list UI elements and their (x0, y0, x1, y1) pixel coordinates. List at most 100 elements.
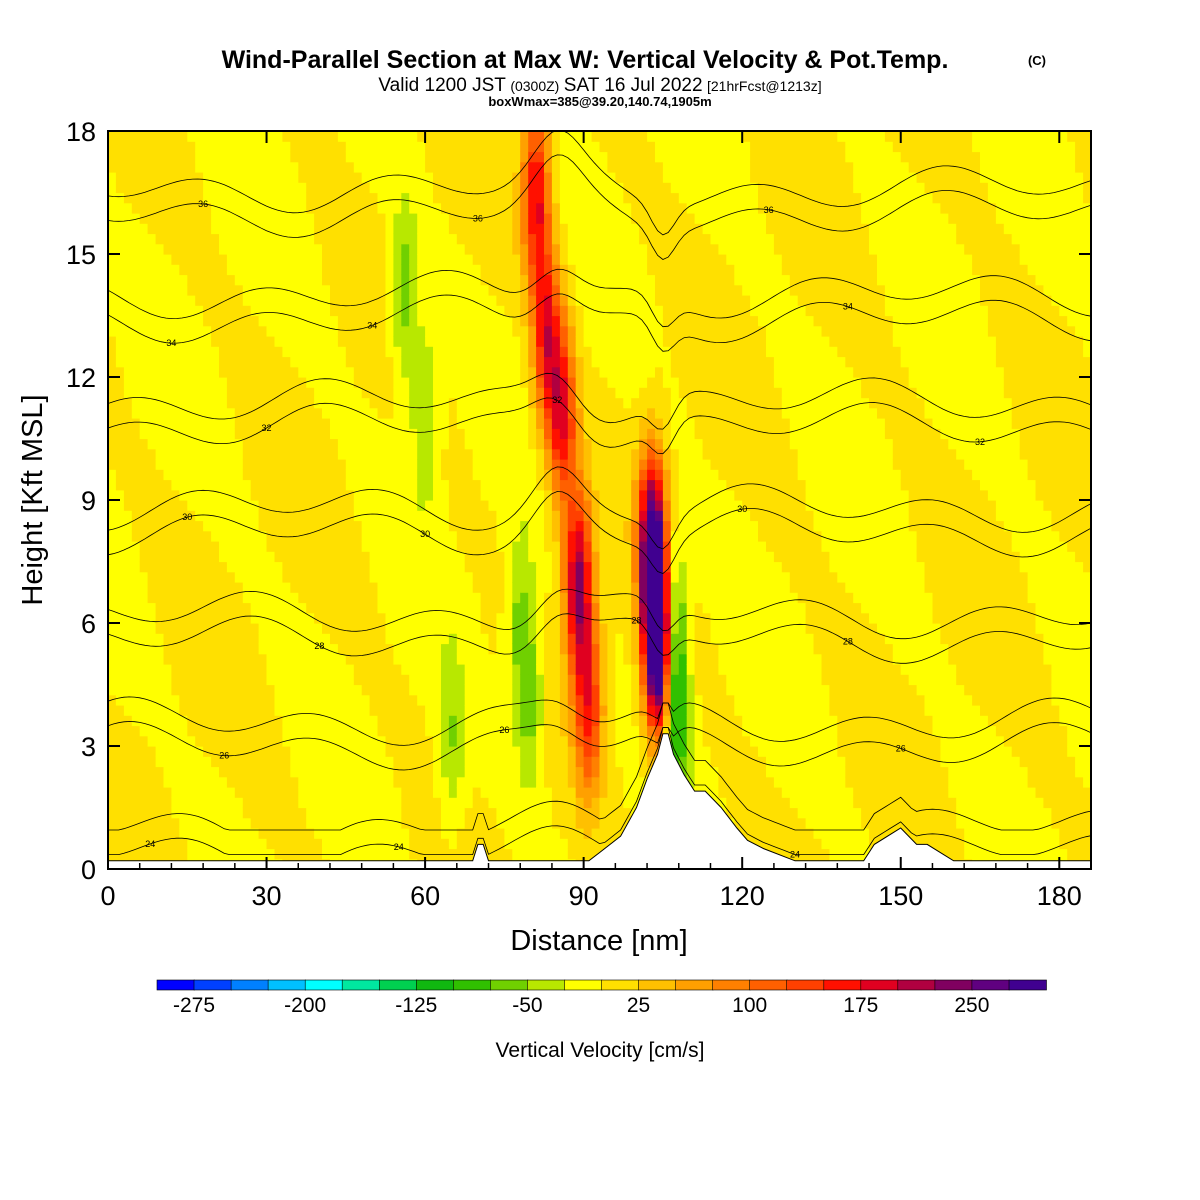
velocity-cell (306, 653, 315, 665)
velocity-cell (250, 653, 260, 665)
velocity-cell (615, 264, 624, 276)
velocity-cell (195, 510, 204, 522)
velocity-cell (401, 541, 410, 552)
velocity-cell (250, 182, 260, 194)
velocity-cell (464, 582, 474, 593)
velocity-cell (647, 315, 656, 327)
velocity-cell (219, 336, 228, 347)
velocity-cell (504, 377, 513, 388)
velocity-cell (219, 459, 228, 470)
velocity-cell (171, 500, 180, 511)
velocity-cell (290, 325, 299, 337)
velocity-cell (139, 551, 149, 563)
velocity-cell (258, 735, 268, 747)
velocity-cell (607, 182, 616, 194)
velocity-cell (282, 131, 291, 142)
velocity-cell (337, 715, 347, 727)
velocity-cell (425, 848, 434, 860)
velocity-cell (567, 787, 577, 798)
velocity-cell (417, 233, 426, 245)
velocity-cell (448, 397, 458, 409)
velocity-cell (441, 305, 450, 317)
velocity-cell (290, 274, 299, 286)
velocity-cell (361, 684, 371, 696)
velocity-cell (345, 131, 355, 142)
velocity-cell (322, 407, 331, 419)
velocity-cell (345, 151, 355, 163)
velocity-cell (480, 366, 490, 378)
velocity-cell (115, 387, 125, 399)
velocity-cell (258, 684, 268, 696)
velocity-cell (575, 776, 585, 788)
velocity-cell (559, 653, 569, 665)
velocity-cell (219, 746, 228, 757)
velocity-cell (330, 254, 339, 265)
velocity-cell (512, 817, 521, 829)
velocity-cell (290, 756, 299, 768)
velocity-cell (647, 571, 656, 583)
velocity-cell (203, 397, 212, 409)
velocity-cell (187, 182, 196, 194)
velocity-cell (187, 377, 196, 388)
velocity-cell (631, 715, 640, 727)
velocity-cell (559, 817, 569, 829)
velocity-cell (226, 284, 236, 296)
velocity-cell (250, 233, 260, 245)
velocity-cell (488, 202, 497, 214)
velocity-cell (528, 131, 537, 142)
velocity-cell (385, 746, 394, 757)
velocity-cell (377, 633, 386, 645)
velocity-cell (536, 438, 545, 450)
velocity-cell (345, 582, 355, 593)
velocity-cell (242, 571, 252, 583)
velocity-cell (377, 541, 386, 552)
velocity-cell (401, 602, 410, 614)
velocity-cell (187, 623, 196, 634)
velocity-cell (472, 305, 482, 317)
velocity-cell (544, 264, 553, 276)
velocity-cell (234, 459, 244, 470)
velocity-cell (599, 284, 608, 296)
velocity-cell (123, 715, 133, 727)
velocity-cell (234, 582, 244, 593)
velocity-cell (520, 274, 529, 286)
velocity-cell (369, 448, 379, 460)
velocity-cell (472, 817, 482, 829)
velocity-cell (250, 479, 260, 491)
velocity-cell (195, 284, 204, 296)
velocity-cell (567, 233, 577, 245)
velocity-cell (425, 448, 434, 460)
velocity-cell (536, 797, 545, 809)
velocity-cell (599, 756, 608, 768)
velocity-cell (147, 356, 157, 368)
velocity-cell (441, 131, 450, 142)
velocity-cell (607, 828, 616, 839)
velocity-cell (266, 807, 275, 819)
velocity-cell (631, 776, 640, 788)
velocity-cell (536, 254, 545, 265)
velocity-cell (108, 602, 117, 614)
velocity-cell (520, 520, 529, 532)
velocity-cell (361, 623, 371, 634)
velocity-cell (361, 838, 371, 850)
velocity-cell (441, 828, 450, 839)
velocity-cell (520, 848, 529, 860)
velocity-cell (599, 561, 608, 573)
velocity-cell (171, 776, 180, 788)
velocity-cell (306, 694, 315, 706)
velocity-cell (179, 459, 188, 470)
velocity-cell (488, 848, 497, 860)
velocity-cell (464, 305, 474, 317)
velocity-cell (607, 551, 616, 563)
velocity-cell (615, 776, 624, 788)
velocity-cell (123, 264, 133, 276)
velocity-cell (607, 346, 616, 358)
velocity-cell (187, 172, 196, 183)
velocity-cell (488, 571, 497, 583)
velocity-cell (330, 274, 339, 286)
velocity-cell (139, 828, 149, 839)
velocity-cell (496, 469, 505, 481)
velocity-cell (377, 715, 386, 727)
velocity-cell (314, 438, 323, 450)
velocity-cell (163, 489, 172, 501)
